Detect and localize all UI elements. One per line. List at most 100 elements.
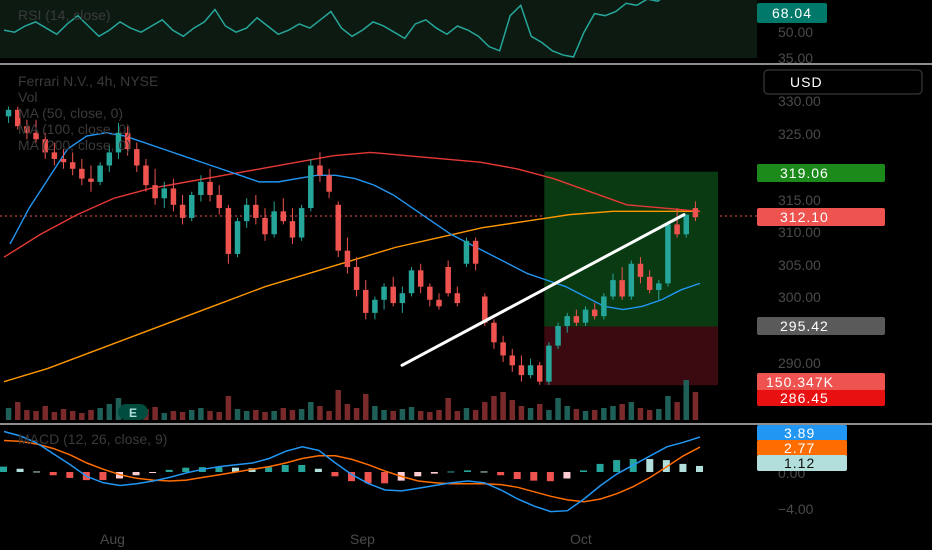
- volume-bar: [24, 410, 30, 420]
- volume-bar: [656, 409, 662, 420]
- volume-bar: [79, 413, 85, 420]
- candle-body: [152, 185, 158, 199]
- macd-histogram-bar: [49, 472, 57, 476]
- price-tick-315: 315.00: [778, 192, 821, 208]
- volume-bar: [216, 412, 222, 420]
- svg-text:1.12: 1.12: [784, 455, 815, 471]
- macd-histogram-bar: [546, 472, 554, 482]
- candle-body: [683, 214, 690, 235]
- rsi-band: [0, 0, 757, 58]
- volume-bar: [225, 396, 232, 420]
- volume-bar: [445, 398, 451, 420]
- volume-bar: [665, 396, 671, 420]
- candle-body: [390, 286, 396, 304]
- volume-bar: [51, 412, 58, 420]
- earnings-event-marker[interactable]: E: [118, 404, 148, 420]
- candle-body: [417, 270, 424, 287]
- macd-line: [3, 430, 701, 513]
- volume-bar: [482, 402, 488, 420]
- macd-signal-line: [3, 439, 701, 503]
- ma50-legend: MA (50, close, 0): [18, 105, 123, 121]
- price-tick-300: 300.00: [778, 289, 821, 305]
- macd-histogram-bar: [281, 464, 289, 472]
- candle-body: [482, 296, 488, 323]
- candle-body: [271, 211, 277, 235]
- candle-body: [134, 149, 140, 166]
- volume-bar: [353, 408, 360, 420]
- macd-histogram-bar: [381, 472, 389, 484]
- candle-body: [509, 355, 516, 366]
- price-tick-310: 310.00: [778, 224, 821, 240]
- trend-line-group: [400, 213, 686, 367]
- volume-bar: [262, 412, 268, 420]
- macd-histogram-bar: [563, 472, 571, 479]
- volume-bar: [207, 411, 213, 420]
- macd-histogram-bar: [464, 470, 471, 472]
- macd-histogram-bar: [0, 466, 7, 472]
- candle-body: [601, 296, 607, 317]
- candle-body: [188, 194, 195, 218]
- trend-line: [400, 213, 686, 367]
- macd-histogram-bar: [99, 472, 107, 481]
- macd-histogram-bar: [596, 463, 604, 472]
- volume-bars: [5, 380, 699, 420]
- stop-price-tag: 286.45: [757, 390, 885, 406]
- candle-body: [14, 109, 21, 127]
- price-tick-290: 290.00: [778, 355, 821, 371]
- macd-histogram-bar: [149, 472, 157, 473]
- volume-bar: [518, 406, 525, 420]
- candle-body: [536, 365, 543, 382]
- macd-histogram-bar: [265, 467, 273, 472]
- candle-body: [207, 181, 213, 195]
- target-price-tag: 319.06: [757, 164, 885, 182]
- volume-bar: [637, 408, 644, 420]
- volume-bar: [527, 408, 534, 420]
- currency-button[interactable]: USD: [763, 69, 923, 95]
- volume-bar: [97, 408, 103, 420]
- candle-body: [628, 263, 635, 297]
- volume-bar: [646, 410, 653, 420]
- candle-body: [527, 365, 534, 376]
- volume-bar: [115, 398, 122, 420]
- last-price-tag: 312.10: [757, 208, 885, 226]
- volume-bar: [170, 411, 177, 420]
- volume-bar: [298, 409, 305, 420]
- volume-bar: [271, 411, 277, 420]
- volume-bar: [42, 406, 48, 420]
- svg-text:150.347K: 150.347K: [766, 374, 834, 390]
- candle-body: [280, 211, 287, 222]
- candle-body: [408, 270, 415, 294]
- volume-bar: [335, 390, 342, 420]
- rsi-line: [3, 0, 661, 58]
- volume-bar: [372, 406, 378, 420]
- macd-histogram-bar: [314, 468, 322, 472]
- volume-bar: [610, 406, 616, 420]
- volume-bar: [683, 380, 690, 420]
- volume-bar: [69, 411, 76, 420]
- candle-body: [610, 280, 616, 297]
- ma200-legend: MA (200, close, 0): [18, 137, 131, 153]
- macd-histogram-bar: [215, 467, 223, 472]
- time-label-aug: Aug: [100, 531, 125, 547]
- volume-bar: [601, 408, 607, 420]
- macd-series: [0, 430, 703, 513]
- vol-legend: Vol: [18, 89, 37, 105]
- candle-body: [115, 132, 122, 153]
- candle-body: [170, 188, 177, 205]
- rsi-tick-50: 50.00: [778, 24, 813, 40]
- candle-body: [472, 240, 479, 264]
- volume-tag: 150.347K: [757, 373, 885, 391]
- candle-body: [124, 132, 131, 150]
- volume-bar: [308, 402, 314, 420]
- candle-body: [143, 165, 149, 186]
- svg-text:312.10: 312.10: [780, 209, 829, 225]
- volume-bar: [5, 408, 12, 420]
- event-marker-label: E: [129, 406, 137, 420]
- macd-histogram-bar: [232, 467, 239, 472]
- candle-body: [253, 204, 259, 218]
- rsi-legend: RSI (14, close): [18, 7, 111, 23]
- volume-bar: [546, 410, 552, 420]
- macd-histogram-bar: [430, 472, 438, 474]
- entry-price-tag: 295.42: [757, 317, 885, 335]
- volume-bar: [399, 409, 406, 420]
